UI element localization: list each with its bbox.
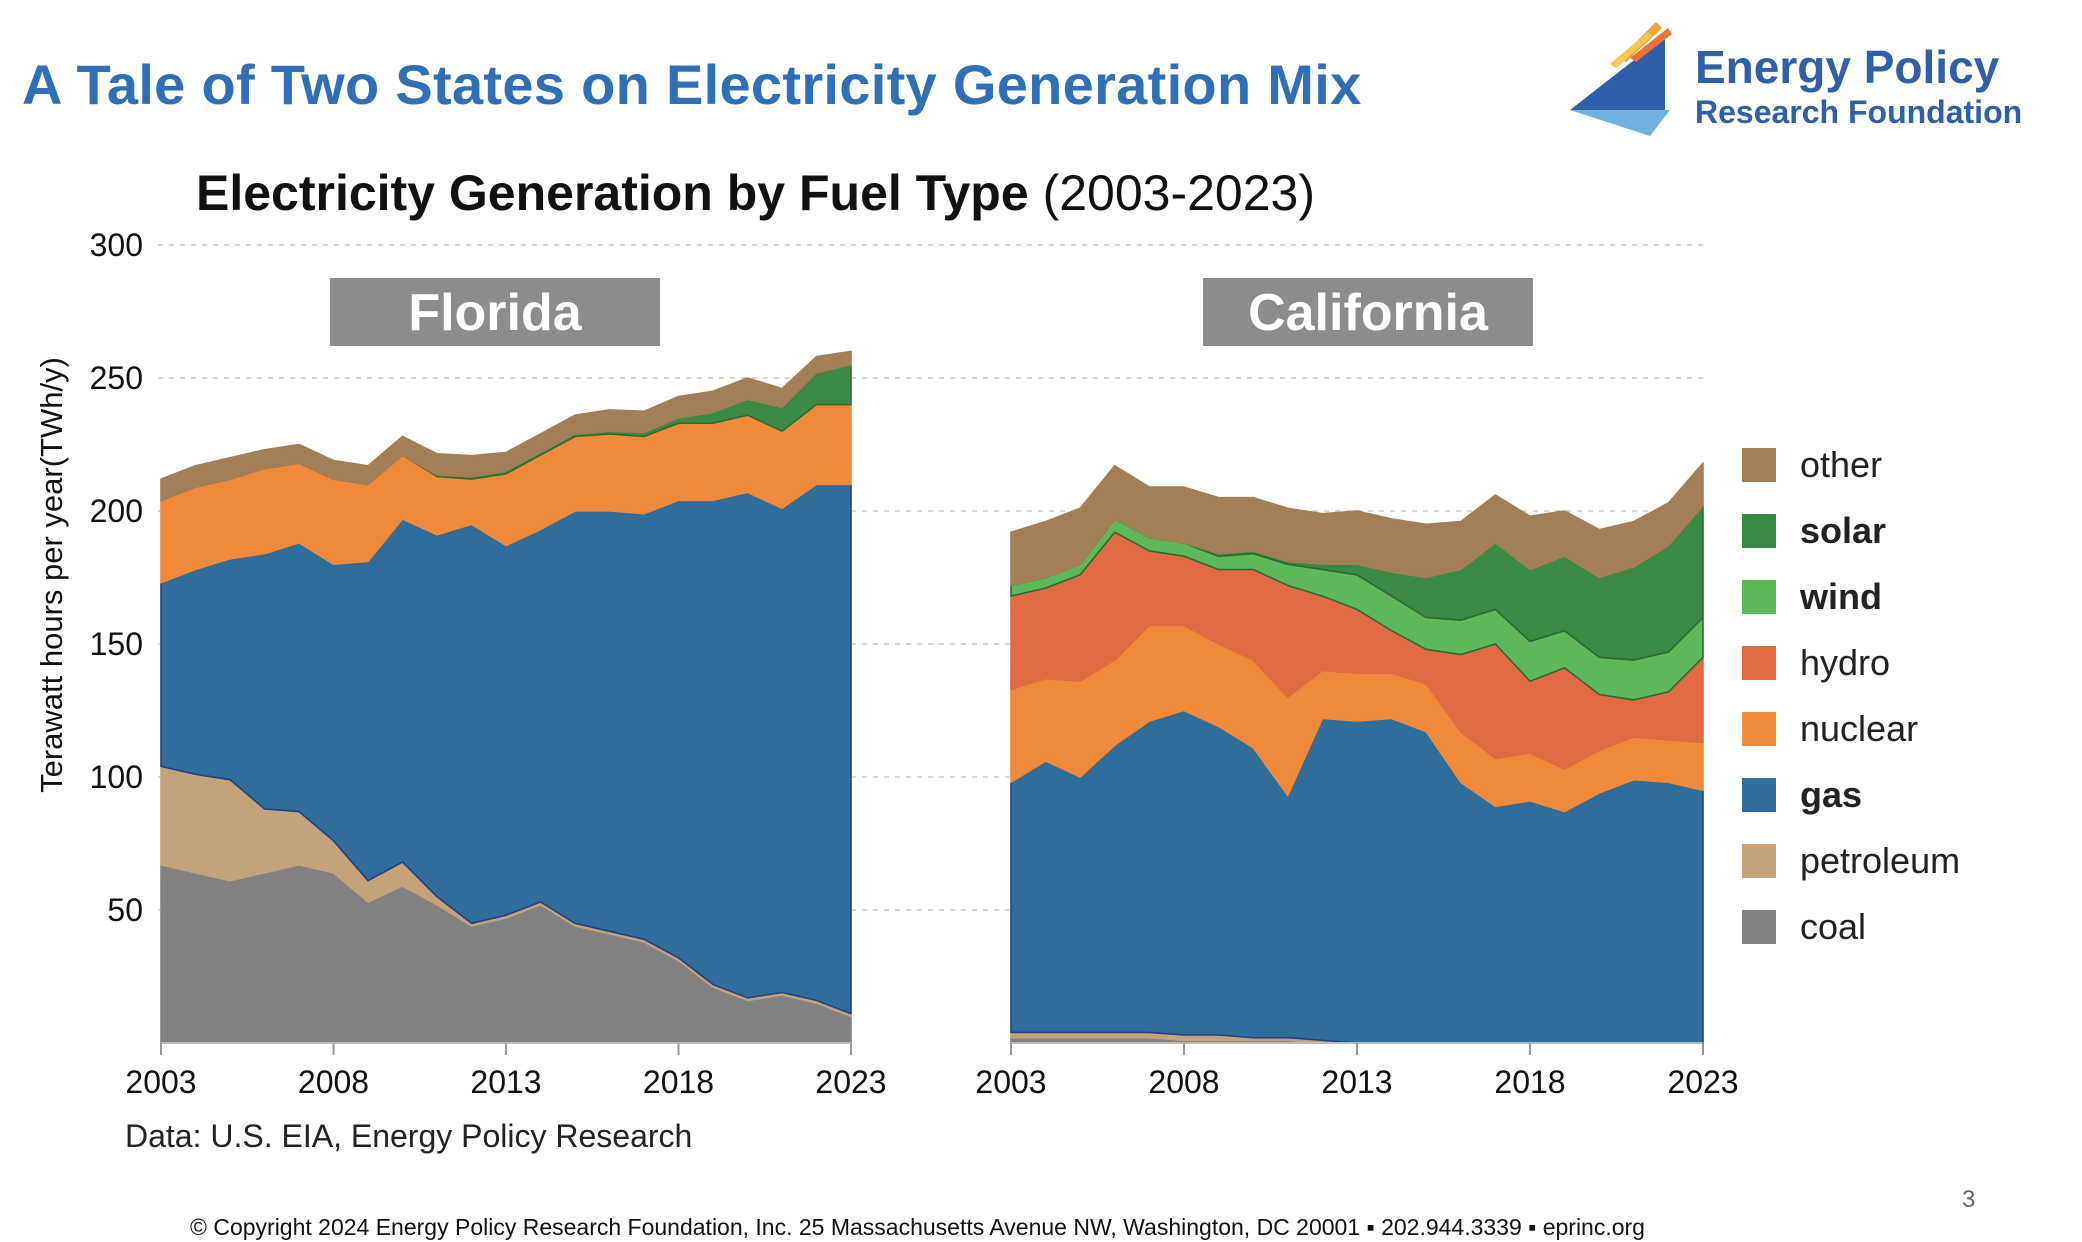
legend-swatch	[1742, 646, 1776, 680]
legend-swatch	[1742, 844, 1776, 878]
legend-swatch	[1742, 514, 1776, 548]
california-label-box	[1203, 278, 1533, 346]
legend-label: nuclear	[1800, 708, 1919, 749]
x-tick-label: 2018	[1494, 1064, 1565, 1100]
y-tick-label: 200	[90, 493, 143, 529]
x-tick-label: 2023	[815, 1064, 886, 1100]
x-tick-label: 2003	[125, 1064, 196, 1100]
california-label: California	[1248, 284, 1489, 342]
legend-item-hydro: hydro	[1742, 630, 1960, 696]
source-note: Data: U.S. EIA, Energy Policy Research	[125, 1118, 693, 1154]
slide-title: A Tale of Two States on Electricity Gene…	[22, 53, 1362, 116]
legend-swatch	[1742, 778, 1776, 812]
legend-item-other: other	[1742, 432, 1960, 498]
legend-item-nuclear: nuclear	[1742, 696, 1960, 762]
x-tick-label: 2003	[975, 1064, 1046, 1100]
legend-label: hydro	[1800, 642, 1891, 683]
logo-mark-icon	[1570, 22, 1672, 136]
legend-item-wind: wind	[1742, 564, 1960, 630]
legend: other solar wind hydro nuclear gas petroleum co…	[1742, 432, 1960, 960]
x-tick-label: 2013	[470, 1064, 541, 1100]
x-tick-label: 2008	[1148, 1064, 1219, 1100]
legend-label: other	[1800, 444, 1883, 485]
y-tick-label: 250	[90, 360, 143, 396]
chart-title-main: Electricity Generation by Fuel Type	[196, 165, 1029, 221]
legend-swatch	[1742, 712, 1776, 746]
chart-title: Electricity Generation by Fuel Type (200…	[196, 164, 1315, 222]
copyright-footer: © Copyright 2024 Energy Policy Research …	[190, 1214, 1645, 1240]
logo-subname: Research Foundation	[1695, 94, 2023, 130]
y-tick-label: 150	[90, 626, 143, 662]
x-tick-label: 2023	[1667, 1064, 1738, 1100]
y-tick-label: 300	[90, 227, 143, 263]
y-axis-label: Terawatt hours per year(TWh/y)	[34, 357, 69, 793]
page-number: 3	[1962, 1186, 1976, 1213]
logo-name: Energy Policy	[1695, 41, 2000, 93]
legend-swatch	[1742, 580, 1776, 614]
florida-label-box	[330, 278, 660, 346]
legend-label: coal	[1800, 906, 1867, 947]
legend-label: wind	[1800, 576, 1882, 617]
legend-item-coal: coal	[1742, 894, 1960, 960]
florida-label: Florida	[408, 284, 582, 342]
legend-swatch	[1742, 448, 1776, 482]
legend-item-solar: solar	[1742, 498, 1960, 564]
y-tick-label: 50	[107, 892, 143, 928]
x-tick-label: 2008	[298, 1064, 369, 1100]
legend-label: gas	[1800, 774, 1863, 815]
chart-title-years: (2003-2023)	[1042, 165, 1315, 221]
legend-item-petroleum: petroleum	[1742, 828, 1960, 894]
x-tick-label: 2018	[643, 1064, 714, 1100]
y-tick-label: 100	[90, 759, 143, 795]
legend-label: solar	[1800, 510, 1887, 551]
legend-item-gas: gas	[1742, 762, 1960, 828]
legend-label: petroleum	[1800, 840, 1961, 881]
logo: Energy Policy Research Foundation	[1560, 18, 2080, 148]
florida-area-other	[160, 350, 852, 502]
legend-swatch	[1742, 910, 1776, 944]
logo-text: Energy Policy Research Foundation	[1695, 44, 2022, 128]
x-tick-label: 2013	[1321, 1064, 1392, 1100]
california-area-other	[1010, 462, 1704, 587]
